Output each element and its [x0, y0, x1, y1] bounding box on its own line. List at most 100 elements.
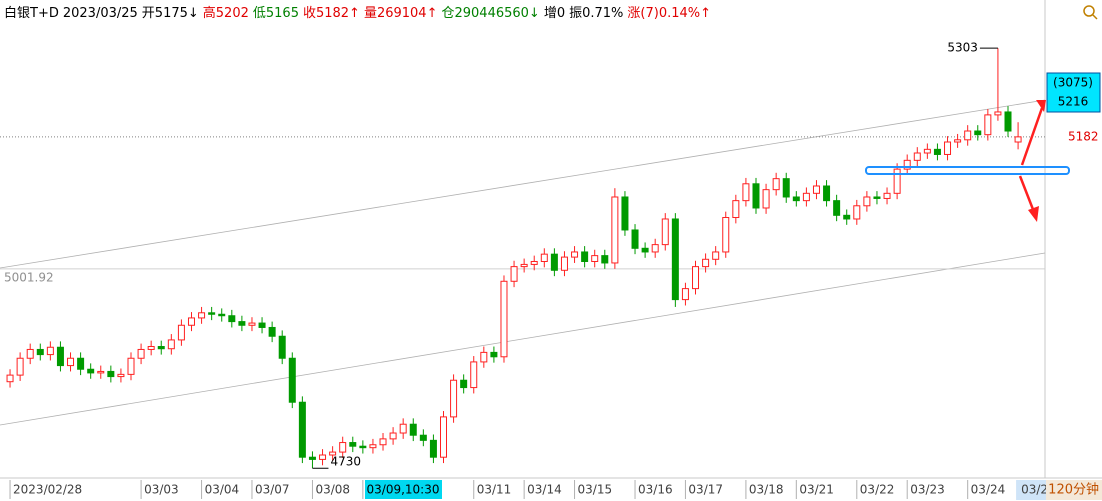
arrow-up	[1020, 107, 1044, 166]
peak-label: 5303	[947, 41, 978, 55]
candle-body	[913, 152, 921, 161]
highlight-box	[865, 166, 1070, 175]
search-icon[interactable]	[1083, 5, 1095, 17]
candle-body	[470, 361, 478, 389]
header-item: 仓290446560↓	[441, 6, 539, 21]
x-tick-label: 03/17	[688, 483, 723, 497]
candle-body	[510, 266, 518, 282]
candle-body	[117, 373, 125, 378]
candle-body	[651, 244, 659, 253]
candle-body	[359, 445, 367, 449]
candle-body	[26, 348, 34, 359]
candle-body	[248, 322, 256, 326]
last-price-label: 5182	[1068, 129, 1099, 143]
candle-body	[187, 317, 195, 326]
candle-body	[823, 185, 831, 202]
candle-body	[621, 196, 629, 231]
candle-body	[167, 339, 175, 350]
candle-body	[520, 263, 528, 268]
candle-body	[944, 141, 952, 155]
candle-body	[732, 200, 740, 219]
candle-body	[460, 379, 468, 389]
x-tick-label: 03/03	[144, 483, 179, 497]
header-item: 量269104↑	[364, 6, 438, 21]
candle-body	[419, 434, 427, 441]
candle-body	[157, 346, 165, 350]
candle-body	[288, 357, 296, 403]
candle-body	[550, 253, 558, 271]
candle-body	[964, 130, 972, 141]
header-item: 开5175↓	[142, 6, 199, 21]
low-label: 4730	[330, 455, 361, 469]
candle-body	[36, 348, 44, 356]
plot: 5001.92 5182 2023/02/28 03/03 03/04 03/07 03/0…	[0, 41, 1099, 500]
header: 白银T+D 2023/03/25 开5175↓ 高5202 低5165 收5182↑ 量26…	[4, 5, 711, 21]
candle-body	[439, 416, 447, 458]
candle-body	[671, 218, 679, 301]
x-tick-label: 03/18	[749, 483, 784, 497]
candle-body	[450, 379, 458, 418]
x-tick-label: 03/14	[527, 483, 562, 497]
candle-body	[137, 348, 145, 359]
candle-body	[177, 324, 185, 341]
candle-body	[853, 205, 861, 220]
x-tick-label: 03/11	[477, 483, 512, 497]
candle-body	[268, 326, 276, 337]
cursor-count: (3075)	[1053, 76, 1093, 90]
candle-body	[681, 288, 689, 301]
candle-body	[712, 251, 720, 260]
candle-body	[1004, 111, 1012, 132]
candle-body	[923, 148, 931, 154]
candle-body	[974, 130, 982, 136]
candle-body	[611, 196, 619, 264]
candle-body	[329, 451, 337, 456]
ref-label: 5001.92	[4, 270, 54, 284]
x-tick-label: 03/21	[799, 483, 834, 497]
candle-body	[1014, 136, 1022, 143]
candle-body	[742, 183, 750, 202]
search-icon-handle	[1092, 14, 1098, 20]
candle-body	[147, 346, 155, 350]
channel-upper	[0, 99, 1046, 269]
candle-body	[67, 357, 75, 367]
candle-body	[863, 196, 871, 207]
candle-body	[490, 351, 498, 358]
candle-body	[702, 258, 710, 268]
candle-body	[228, 315, 236, 323]
x-tick-label: 03/16	[638, 483, 673, 497]
candle-body	[802, 192, 810, 202]
header-item: 涨(7)0.14%↑	[627, 6, 711, 21]
candle-body	[107, 370, 115, 378]
candle-body	[954, 139, 962, 143]
x-tick-label: 03/07	[255, 483, 290, 497]
candle-body	[581, 251, 589, 262]
candle-body	[369, 444, 377, 449]
candle-body	[127, 357, 135, 375]
candle-body	[218, 313, 226, 317]
header-item: 高5202	[203, 5, 249, 21]
candle-body	[883, 192, 891, 199]
candle-body	[933, 148, 941, 155]
cursor-time-box	[365, 480, 442, 499]
candle-body	[77, 357, 85, 370]
candle-body	[198, 312, 206, 319]
candle-body	[762, 189, 770, 209]
header-item: 振0.71%	[569, 6, 623, 21]
candle-body	[308, 456, 316, 460]
candle-body	[752, 183, 760, 209]
candle-body	[591, 255, 599, 262]
arrow-down	[1018, 175, 1036, 213]
candle-body	[339, 442, 347, 453]
candle-body	[480, 351, 488, 363]
candle-body	[399, 423, 407, 434]
x-tick-label: 03/15	[578, 483, 613, 497]
candle-body	[873, 196, 881, 199]
candle-body	[87, 368, 95, 374]
candle-body	[843, 214, 851, 220]
cursor-price-box	[1046, 72, 1101, 113]
candle-body	[409, 423, 417, 436]
header-item: 低5165	[253, 6, 299, 21]
arrow-up-head	[1036, 100, 1046, 112]
candle-body	[530, 260, 538, 265]
